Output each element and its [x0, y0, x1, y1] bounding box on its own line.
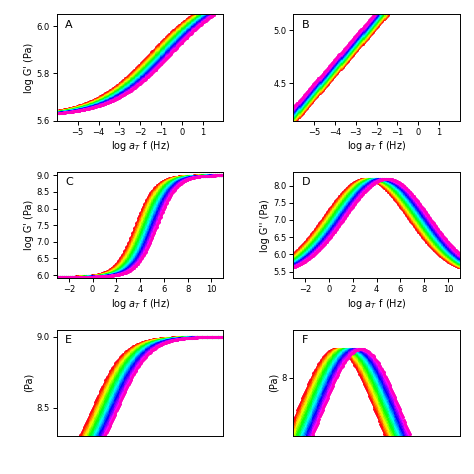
X-axis label: log $a_T$ f (Hz): log $a_T$ f (Hz)	[110, 139, 170, 154]
Text: A: A	[65, 19, 73, 29]
X-axis label: log $a_T$ f (Hz): log $a_T$ f (Hz)	[347, 297, 406, 311]
X-axis label: log $a_T$ f (Hz): log $a_T$ f (Hz)	[347, 139, 406, 154]
Text: D: D	[301, 177, 310, 187]
Text: B: B	[301, 19, 309, 29]
Y-axis label: (Pa): (Pa)	[24, 373, 34, 392]
Y-axis label: log G' (Pa): log G' (Pa)	[24, 200, 34, 250]
Y-axis label: log G' (Pa): log G' (Pa)	[24, 42, 34, 92]
Text: C: C	[65, 177, 73, 187]
Text: F: F	[301, 335, 308, 345]
X-axis label: log $a_T$ f (Hz): log $a_T$ f (Hz)	[110, 297, 170, 311]
Y-axis label: log G'' (Pa): log G'' (Pa)	[260, 199, 270, 252]
Y-axis label: (Pa): (Pa)	[268, 373, 278, 392]
Text: E: E	[65, 335, 72, 345]
